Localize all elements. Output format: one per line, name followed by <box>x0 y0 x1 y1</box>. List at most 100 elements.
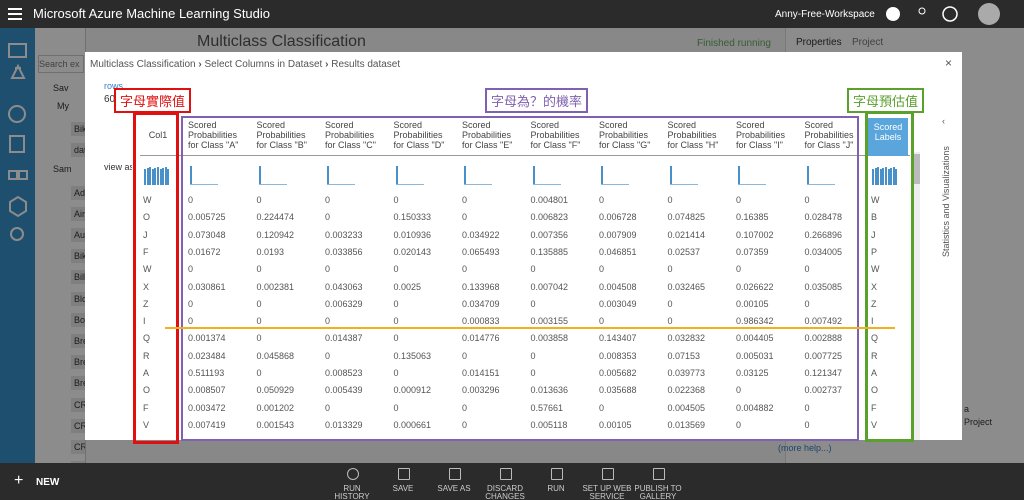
table-cell: 0.007492 <box>804 316 843 327</box>
workspace[interactable]: Anny-Free-Workspace <box>775 9 875 20</box>
tab[interactable]: Properties <box>796 37 842 48</box>
table-cell: 0 <box>667 298 673 309</box>
column-header[interactable]: Scored Probabilities for Class "A" <box>188 120 239 150</box>
table-cell: 0.014776 <box>462 333 500 344</box>
table-cell: 0 <box>256 368 262 378</box>
toolbar-icon[interactable] <box>551 468 563 480</box>
table-cell: 0.034709 <box>462 298 500 309</box>
table-cell: 0 <box>256 264 262 275</box>
divider-line <box>165 327 895 329</box>
table-cell: 0.030861 <box>188 281 226 292</box>
table-cell: 0.00105 <box>599 419 632 430</box>
table-cell: 0.005031 <box>736 350 774 361</box>
table-cell: 0.034922 <box>462 229 500 240</box>
tree-item[interactable]: Aut <box>71 228 85 242</box>
toolbar-button[interactable]: SET UP WEB SERVICE <box>582 484 632 500</box>
table-cell: 0 <box>462 419 468 430</box>
column-header[interactable]: Scored Probabilities for Class "J" <box>804 120 854 150</box>
tab[interactable]: Project <box>852 37 884 48</box>
experiment-title: Multiclass Classification <box>197 33 366 50</box>
toolbar-button[interactable]: RUN <box>547 484 565 493</box>
nav-sidebar <box>0 28 35 463</box>
tree-item[interactable]: CRM Upselling Lab... <box>71 461 85 463</box>
run-status: Finished running <box>697 38 771 49</box>
column-header[interactable]: Scored Probabilities for Class "G" <box>599 120 651 150</box>
tree-item[interactable]: Blo <box>71 291 85 306</box>
tree-item[interactable]: Boo <box>71 312 85 327</box>
tree-item[interactable]: CRM <box>71 397 85 412</box>
tree-folder[interactable]: My <box>57 101 69 111</box>
tree-item[interactable]: Adu <box>71 185 85 200</box>
tree-item[interactable]: Bre <box>71 376 85 391</box>
table-cell: 0.028478 <box>804 212 843 223</box>
collapse-icon[interactable]: ‹ <box>942 116 945 126</box>
table-cell: I <box>143 316 146 327</box>
plus-icon[interactable]: + <box>14 472 24 489</box>
column-header[interactable]: Scored Probabilities for Class "F" <box>530 120 581 150</box>
tree-item[interactable]: Bre <box>71 355 85 370</box>
tree-item[interactable]: Bik <box>71 249 85 264</box>
column-header[interactable]: Scored Probabilities for Class "B" <box>256 120 307 150</box>
table-cell: 0.000833 <box>462 316 500 327</box>
tree-item[interactable]: dat <box>71 143 85 158</box>
table-cell: 0 <box>393 368 399 378</box>
new-button[interactable]: NEW <box>36 477 60 488</box>
toolbar-icon[interactable] <box>347 468 359 480</box>
annotation: 字母為？的機率 <box>485 88 589 113</box>
breadcrumb-item: Multiclass Classification <box>90 59 196 70</box>
histogram-icon <box>601 165 629 185</box>
toolbar-icon[interactable] <box>653 468 665 480</box>
table-cell: 0 <box>804 402 810 413</box>
table-cell: 0.032465 <box>667 281 706 292</box>
tree-item[interactable]: Bill <box>71 270 85 285</box>
table-cell: 0.045868 <box>256 350 295 361</box>
help-link[interactable]: (more help...) <box>778 443 832 453</box>
table-cell: 0 <box>325 316 331 327</box>
toolbar-icon[interactable] <box>449 468 461 480</box>
tree-item[interactable]: CRM <box>71 440 85 454</box>
column-header[interactable]: Scored Probabilities for Class "D" <box>393 120 445 150</box>
breadcrumb: Multiclass Classification › Select Colum… <box>90 59 400 70</box>
probability-box <box>181 116 859 441</box>
table-cell: 0 <box>736 419 742 430</box>
scrollbar[interactable] <box>913 152 920 440</box>
toolbar-button[interactable]: SAVE <box>392 484 414 493</box>
table-cell: 0.003233 <box>325 229 363 240</box>
search-box[interactable]: Search ex <box>38 55 84 73</box>
toolbar-button[interactable]: SAVE AS <box>437 484 471 493</box>
table-cell: A <box>143 368 150 378</box>
histogram-icon <box>532 165 561 185</box>
table-cell: 0.000912 <box>393 385 432 396</box>
close-button[interactable]: × <box>945 56 953 70</box>
toolbar-icon[interactable] <box>500 468 512 480</box>
table-cell: 0 <box>599 402 605 413</box>
tree-folder[interactable]: Sav <box>53 83 69 93</box>
toolbar-icon[interactable] <box>602 468 614 480</box>
column-header[interactable]: Scored Probabilities for Class "C" <box>325 120 376 150</box>
tree-item[interactable]: Bik <box>71 122 85 136</box>
tree-item[interactable]: Bre <box>71 334 85 348</box>
table-cell: 0.073048 <box>188 229 226 240</box>
table-cell: 0.007042 <box>530 281 569 292</box>
column-header[interactable]: Col1 <box>148 130 168 140</box>
toolbar-button[interactable]: DISCARD CHANGES <box>485 484 525 500</box>
tree-item[interactable]: CRM <box>71 418 85 433</box>
column-header[interactable]: Scored Probabilities for Class "E" <box>462 120 513 150</box>
table-cell: 0.986342 <box>736 316 774 327</box>
toolbar-icon[interactable] <box>398 468 410 480</box>
table-cell: 0.035085 <box>804 281 843 292</box>
table-cell: 0.004882 <box>736 402 774 413</box>
table-cell: Q <box>143 333 151 344</box>
menu-icon[interactable] <box>8 8 22 20</box>
column-header[interactable]: Scored Probabilities for Class "I" <box>736 120 786 150</box>
table-cell: V <box>871 419 878 430</box>
table-cell: 0.0025 <box>393 281 422 292</box>
column-header[interactable]: Scored Probabilities for Class "H" <box>667 120 719 150</box>
table-cell: 0 <box>462 402 468 413</box>
column-header[interactable]: Scored Labels <box>868 118 908 156</box>
toolbar-button[interactable]: PUBLISH TO GALLERY <box>634 484 682 500</box>
toolbar-button[interactable]: RUN HISTORY <box>334 484 370 500</box>
tree-item[interactable]: Sam <box>53 164 72 175</box>
side-label[interactable]: Statistics and Visualizations <box>941 146 951 257</box>
tree-item[interactable]: Airp <box>71 206 85 221</box>
